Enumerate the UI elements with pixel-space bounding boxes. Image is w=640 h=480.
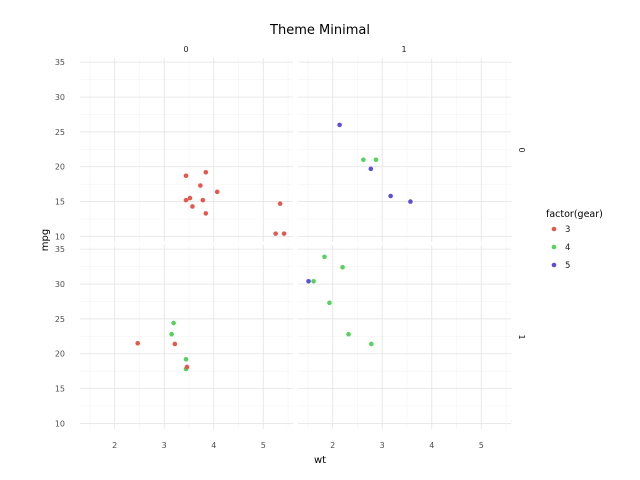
- data-point-gear-3: [277, 201, 283, 206]
- data-point-gear-3: [203, 170, 209, 175]
- data-point-gear-3: [203, 211, 209, 216]
- data-point-gear-5: [337, 122, 342, 128]
- y-tick-label: 15: [55, 198, 65, 207]
- y-tick-label: 20: [55, 163, 65, 172]
- legend-title: factor(gear): [546, 209, 603, 220]
- data-point-gear-5: [388, 193, 393, 199]
- data-point-gear-4: [171, 320, 176, 326]
- x-tick-label: 5: [261, 441, 266, 450]
- y-tick-label: 30: [55, 93, 65, 102]
- x-tick-label: 4: [211, 441, 216, 450]
- facet-row-label: 1: [517, 334, 526, 339]
- data-point-gear-4: [361, 157, 366, 163]
- data-point-gear-3: [200, 197, 206, 203]
- y-tick-label: 35: [55, 58, 65, 67]
- data-point-gear-3: [281, 231, 287, 236]
- panel-grid: [80, 245, 293, 429]
- legend-label: 4: [565, 243, 570, 253]
- panel-grid: [298, 245, 511, 429]
- facet-column-label: 1: [401, 45, 406, 54]
- legend-key-4: [551, 244, 557, 250]
- data-point-gear-5: [368, 166, 374, 172]
- data-point-gear-3: [198, 183, 203, 188]
- panel-grid: [80, 58, 293, 242]
- data-point-gear-3: [184, 364, 190, 370]
- y-tick-label: 35: [55, 245, 65, 254]
- data-point-gear-3: [183, 197, 189, 203]
- data-point-gear-3: [190, 204, 195, 209]
- data-point-gear-3: [172, 341, 178, 347]
- y-tick-label: 10: [55, 419, 65, 428]
- data-point-gear-3: [187, 195, 193, 201]
- legend-key-5: [551, 262, 557, 268]
- y-axis-title: mpg: [40, 229, 51, 251]
- y-tick-label: 25: [55, 315, 65, 324]
- data-point-gear-4: [322, 254, 327, 260]
- x-tick-label: 4: [429, 441, 434, 450]
- x-tick-label: 3: [380, 441, 385, 450]
- legend-label: 5: [565, 261, 570, 271]
- facet-row-label: 0: [517, 147, 526, 152]
- y-tick-label: 10: [55, 232, 65, 241]
- data-point-gear-4: [169, 331, 174, 337]
- facet-column-label: 0: [183, 45, 188, 54]
- data-point-gear-4: [369, 341, 374, 347]
- x-tick-label: 2: [112, 441, 117, 450]
- data-point-gear-3: [135, 340, 141, 346]
- panel-grid: [298, 58, 511, 242]
- legend-key-3: [551, 226, 557, 232]
- x-tick-label: 3: [162, 441, 167, 450]
- chart-title: Theme Minimal: [269, 23, 370, 38]
- y-tick-label: 20: [55, 350, 65, 359]
- y-tick-label: 25: [55, 128, 65, 137]
- data-point-gear-5: [408, 199, 413, 204]
- y-tick-label: 30: [55, 280, 65, 289]
- data-point-gear-4: [327, 300, 332, 306]
- legend-label: 3: [565, 225, 570, 235]
- data-point-gear-4: [373, 157, 379, 163]
- data-point-gear-3: [214, 189, 220, 195]
- legend: factor(gear) 3 4 5: [546, 209, 603, 271]
- data-point-gear-5: [306, 278, 311, 284]
- data-point-gear-3: [273, 231, 278, 236]
- data-point-gear-4: [340, 265, 345, 270]
- data-point-gear-3: [183, 173, 189, 179]
- x-tick-label: 2: [330, 441, 335, 450]
- data-point-gear-4: [183, 357, 189, 362]
- x-tick-label: 5: [479, 441, 484, 450]
- data-point-gear-4: [346, 331, 351, 337]
- y-tick-label: 15: [55, 385, 65, 394]
- data-point-gear-4: [311, 278, 316, 284]
- x-axis-title: wt: [314, 455, 326, 466]
